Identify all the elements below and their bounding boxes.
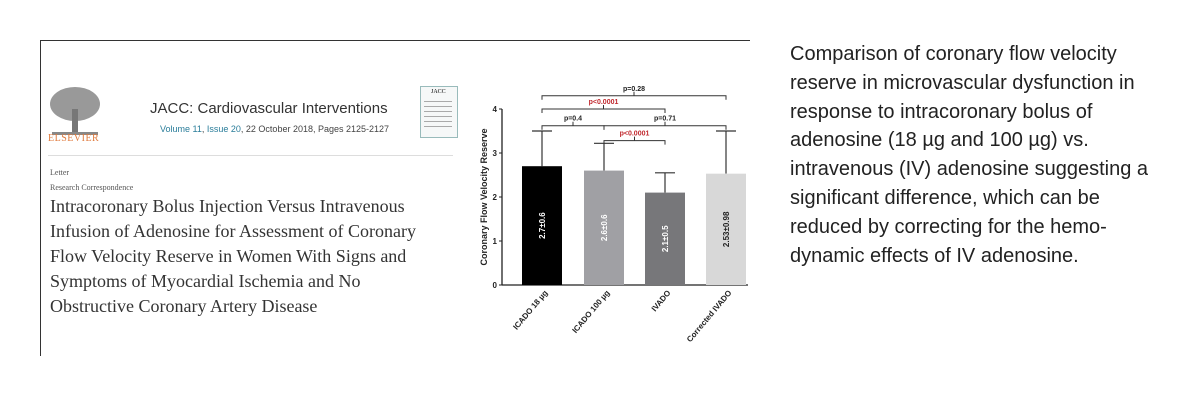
- elsevier-tree-logo: [50, 87, 100, 135]
- significance-bracket: [541, 105, 666, 113]
- p-value-label: p=0.71: [654, 116, 676, 123]
- frame-top-border: [40, 40, 750, 41]
- publisher-logo-text: ELSEVIER: [48, 133, 100, 144]
- volume-info: Volume 11, Issue 20, 22 October 2018, Pa…: [160, 124, 390, 134]
- journal-cover-thumbnail[interactable]: JACC: [420, 86, 458, 138]
- volume-link[interactable]: Volume 11: [160, 124, 202, 134]
- p-value-label: p=0.28: [623, 86, 645, 93]
- article-type: Letter: [50, 168, 70, 177]
- date-pages: , 22 October 2018, Pages 2125-2127: [240, 124, 390, 134]
- y-axis-label: Coronary Flow Velocity Reserve: [479, 128, 489, 265]
- significance-bracket: [603, 136, 666, 145]
- p-value-label: p<0.0001: [589, 99, 619, 106]
- journal-name[interactable]: JACC: Cardiovascular Interventions: [150, 100, 388, 117]
- bar-value-label: 2.6±0.6: [600, 214, 609, 241]
- divider: [48, 155, 453, 156]
- article-section: Research Correspondence: [50, 183, 134, 192]
- significance-bracket: [541, 121, 605, 130]
- bar-value-label: 2.7±0.6: [538, 212, 547, 239]
- article-title: Intracoronary Bolus Injection Versus Int…: [50, 196, 416, 316]
- y-tick-label: 2: [493, 193, 498, 202]
- figure-caption: Comparison of coronary flow velocity res…: [790, 43, 1149, 267]
- issue-link[interactable]: Issue 20: [206, 124, 241, 134]
- y-tick-label: 1: [493, 237, 498, 246]
- cover-label: JACC: [431, 89, 446, 95]
- significance-bracket: [541, 91, 727, 100]
- bar-0: [522, 166, 562, 285]
- x-tick-label: Corrected IVADO: [685, 289, 734, 344]
- p-value-label: p=0.4: [564, 116, 582, 123]
- significance-bracket: [603, 121, 727, 130]
- y-tick-label: 3: [493, 149, 498, 158]
- p-value-label: p<0.0001: [620, 131, 650, 138]
- bar-value-label: 2.1±0.5: [661, 225, 670, 252]
- x-tick-label: ICADO 100 µg: [571, 288, 612, 335]
- y-tick-label: 4: [493, 105, 498, 114]
- bar-2: [645, 192, 685, 285]
- bar-3: [706, 173, 746, 285]
- bar-1: [584, 170, 624, 285]
- bar-value-label: 2.53±0.98: [722, 211, 731, 247]
- frame-left-border: [40, 40, 41, 356]
- y-tick-label: 0: [493, 281, 498, 290]
- x-tick-label: ICADO 18 µg: [511, 288, 549, 331]
- x-tick-label: IVADO: [650, 289, 673, 314]
